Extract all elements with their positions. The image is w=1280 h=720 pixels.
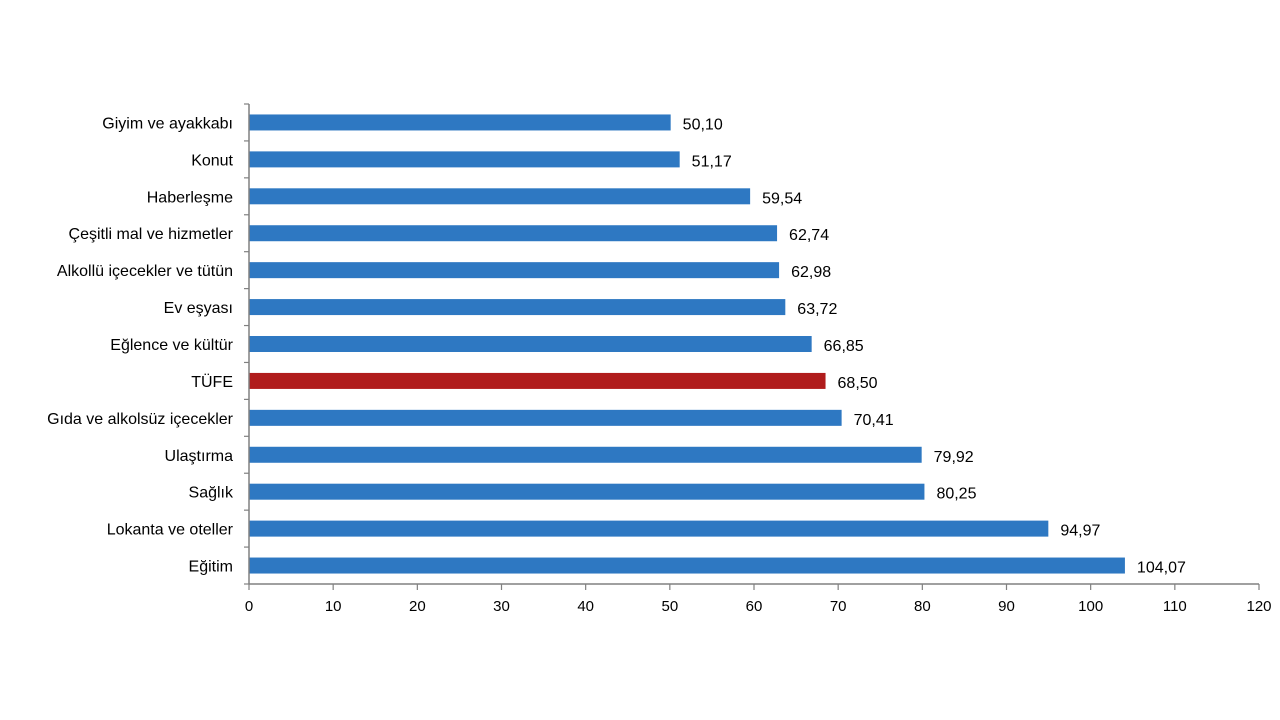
data-label: 104,07 (1137, 560, 1186, 577)
x-tick-label: 110 (1163, 598, 1187, 615)
data-label: 68,50 (838, 375, 878, 392)
bar (249, 483, 925, 500)
data-label: 63,72 (797, 301, 837, 318)
x-tick-label: 60 (746, 598, 763, 615)
category-label: Lokanta ve oteller (107, 522, 234, 539)
bar (249, 151, 680, 168)
bar (249, 225, 778, 242)
x-tick-label: 40 (577, 598, 594, 615)
category-label: Eğlence ve kültür (110, 337, 233, 354)
category-label: Haberleşme (147, 189, 233, 206)
category-label: Eğitim (189, 559, 233, 576)
category-labels: Giyim ve ayakkabı Konut Haberleşme Çeşitli … (47, 115, 234, 575)
bar (249, 299, 786, 316)
x-tick-label: 50 (661, 598, 678, 615)
bar (249, 446, 922, 463)
bar (249, 557, 1125, 574)
x-tick-label: 0 (245, 598, 253, 615)
data-label: 79,92 (934, 449, 974, 466)
category-label: Ev eşyası (164, 300, 233, 317)
bar (249, 520, 1049, 537)
x-tick-label: 120 (1246, 598, 1271, 615)
bar (249, 114, 671, 131)
data-label: 62,74 (789, 227, 829, 244)
category-label: Ulaştırma (165, 448, 234, 465)
data-label: 59,54 (762, 190, 802, 207)
x-tick-label: 30 (493, 598, 510, 615)
x-tick-label: 10 (325, 598, 342, 615)
data-label: 62,98 (791, 264, 831, 281)
bars-group (249, 114, 1125, 574)
bar (249, 372, 826, 389)
bar (249, 188, 751, 205)
bar (249, 262, 780, 279)
x-tick-label: 70 (830, 598, 847, 615)
data-label: 80,25 (936, 486, 976, 503)
x-tick-label: 20 (409, 598, 426, 615)
data-label: 70,41 (854, 412, 894, 429)
x-tick-label: 80 (914, 598, 931, 615)
category-label: Gıda ve alkolsüz içecekler (47, 411, 234, 428)
x-tick-label: 90 (998, 598, 1015, 615)
bar (249, 336, 812, 352)
data-label: 51,17 (692, 153, 732, 170)
category-label: Giyim ve ayakkabı (102, 115, 233, 132)
data-label: 94,97 (1060, 523, 1100, 540)
data-label: 50,10 (683, 116, 723, 133)
category-label: TÜFE (191, 373, 233, 391)
category-label: Çeşitli mal ve hizmetler (69, 226, 234, 243)
data-label: 66,85 (824, 338, 864, 355)
category-label: Sağlık (189, 485, 234, 502)
x-tick-label: 100 (1078, 598, 1103, 615)
x-ticks: 0 10 20 30 40 50 60 70 80 90 100 110 120 (244, 103, 1272, 615)
category-label: Konut (191, 152, 233, 169)
bar (249, 409, 842, 426)
category-label: Alkollü içecekler ve tütün (57, 263, 233, 280)
value-labels: 50,10 51,17 59,54 62,74 62,98 63,72 66,85 68,50… (683, 116, 1186, 576)
